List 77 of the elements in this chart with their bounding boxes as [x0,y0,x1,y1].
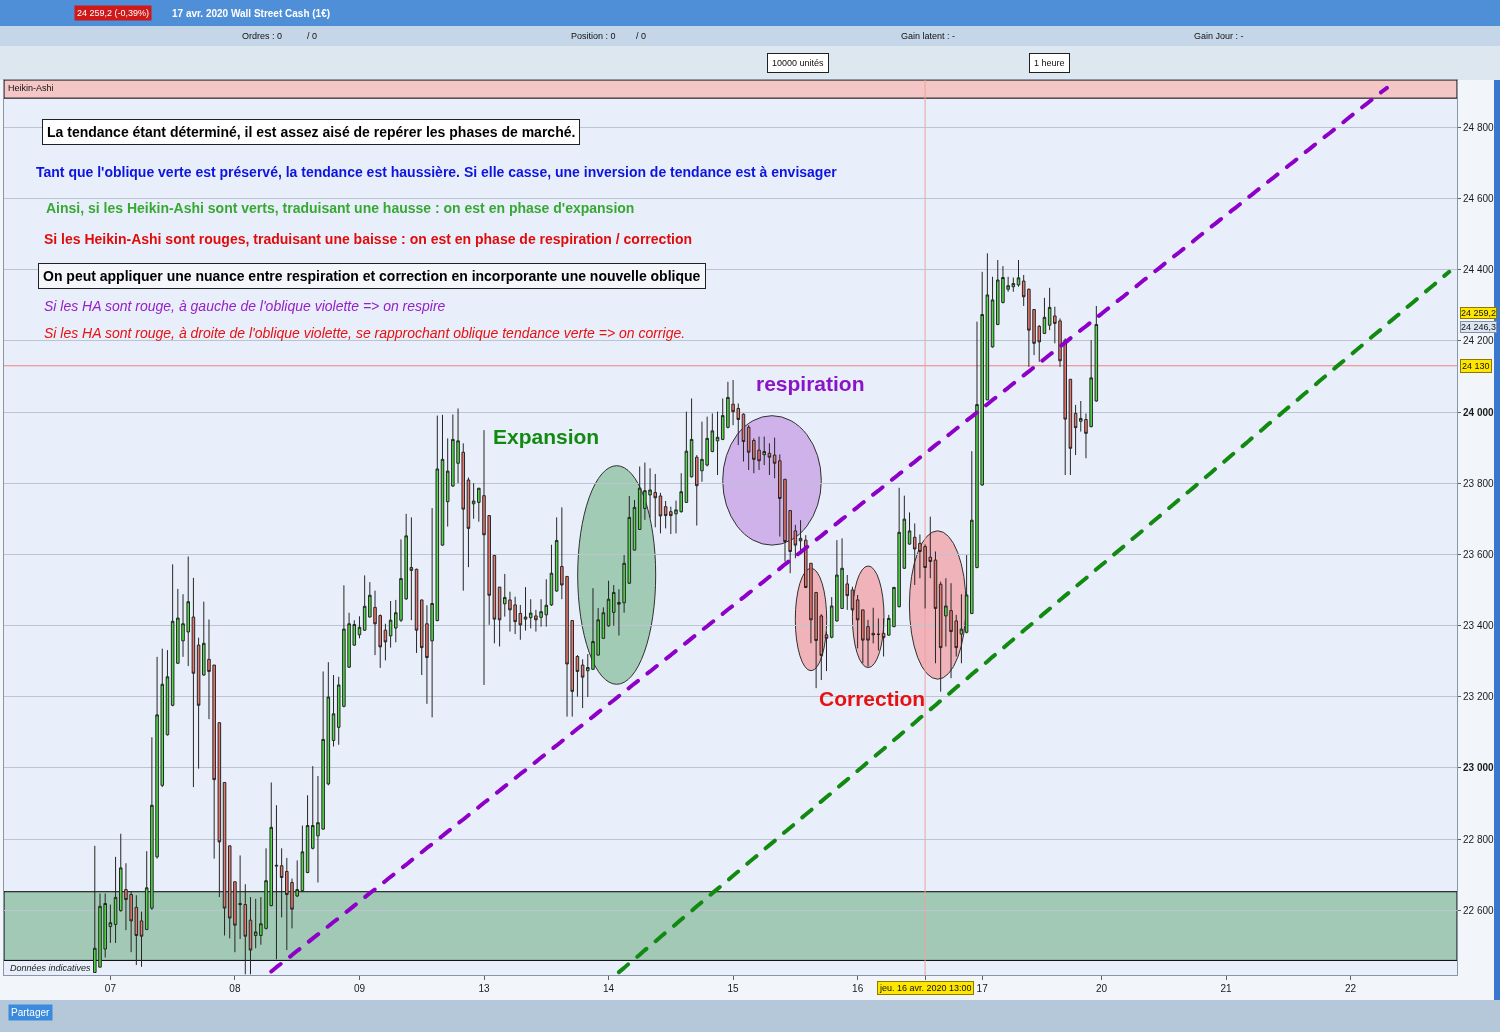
candlestick [741,412,746,462]
x-tick-label: 14 [602,983,615,994]
candlestick [933,551,938,664]
annotation: Ainsi, si les Heikin-Ashi sont verts, traduisant une hausse : on est en phase d'expansion [46,200,635,216]
candlestick [274,804,279,960]
y-tick-label: 23 800 [1463,477,1495,489]
candlestick [113,856,118,944]
y-tick-label: 22 600 [1463,904,1495,916]
candlestick [715,411,720,476]
x-tick-label: jeu. 16 avr. 2020 13:00 [879,983,972,993]
y-tick-label: 24 200 [1463,335,1495,347]
y-tick-label: 24 800 [1463,121,1495,133]
x-tick-label: 17 [976,983,989,994]
y-tick-label: 22 800 [1463,833,1495,845]
chart-title: 17 avr. 2020 Wall Street Cash (1€) [172,7,331,19]
x-tick-label: 07 [104,983,117,994]
x-tick-label: 21 [1220,983,1233,994]
candlestick [139,911,144,968]
candlestick [824,631,829,672]
annotation: Expansion [493,425,600,448]
x-tick-label: 09 [353,983,366,994]
y-tick-label: 23 000 [1463,762,1495,774]
text: Position : 0 [571,31,616,41]
text: 24 259,2 (-0,39%) [77,8,150,18]
candlestick [466,477,471,568]
text: Gain Jour : - [1194,31,1244,41]
text: / 0 [307,31,318,41]
x-tick-label: 08 [229,983,241,994]
text: 1 heure [1034,58,1065,68]
candlestick [440,414,445,547]
candlestick [331,674,336,748]
x-tick-label: 16 [852,983,864,994]
annotation: La tendance étant déterminé, il est assez aisé de repérer les phases de marché. [47,124,576,140]
candlestick [606,580,611,628]
annotation: Correction [819,687,926,710]
candlestick [767,442,772,476]
text: Partager [11,1007,51,1018]
candlestick [305,794,310,874]
candlestick [658,492,663,534]
candlestick [414,568,419,654]
y-tick-label: 23 200 [1463,691,1495,703]
text: 24 246,3 [1461,322,1497,332]
candlestick [523,586,528,632]
annotation: Si les Heikin-Ashi sont rouges, traduisant une baisse : on est en phase de respiration / correction [44,231,693,247]
text: Gain latent : - [901,31,956,41]
y-tick-label: 24 400 [1463,264,1495,276]
annotation: Si les HA sont rouge, à droite de l'oblique violette, se rapprochant oblique tendance verte => on corrige. [44,325,686,341]
text: Ordres : 0 [242,31,283,41]
text: / 0 [636,31,647,41]
candlestick [1016,259,1021,288]
annotation: Si les HA sont rouge, à gauche de l'oblique violette => on respire [44,298,446,314]
y-tick-label: 23 400 [1463,620,1495,632]
candlestick [850,586,855,613]
candlestick [959,593,964,664]
text: 24 259,2 [1461,308,1497,318]
candlestick [1042,297,1047,335]
y-tick-label: 24 600 [1463,193,1495,204]
candlestick [248,896,253,975]
y-tick-label: 24 000 [1463,406,1495,418]
annotation: Données indicatives [10,963,92,973]
annotation: respiration [756,372,865,395]
candlestick [549,544,554,607]
candlestick [357,615,362,639]
text: 10000 unités [772,58,825,68]
annotation: On peut appliquer une nuance entre respiration et correction en incorporante une nouvelle oblique [43,268,701,284]
x-tick-label: 15 [727,983,740,994]
x-tick-label: 13 [478,983,491,994]
candlestick [990,276,995,349]
candlestick [798,519,803,551]
x-tick-label: 20 [1095,983,1108,994]
candlestick [907,511,912,546]
y-tick-label: 23 600 [1463,548,1495,560]
x-tick-label: 22 [1345,983,1357,994]
annotation: Heikin-Ashi [8,83,54,93]
annotation: Tant que l'oblique verte est préservé, la tendance est haussière. Si elle casse, une inversion de tendance est à envisager [36,164,838,180]
candlestick [165,649,170,736]
ref-line-label: 24 130 [1462,361,1490,371]
